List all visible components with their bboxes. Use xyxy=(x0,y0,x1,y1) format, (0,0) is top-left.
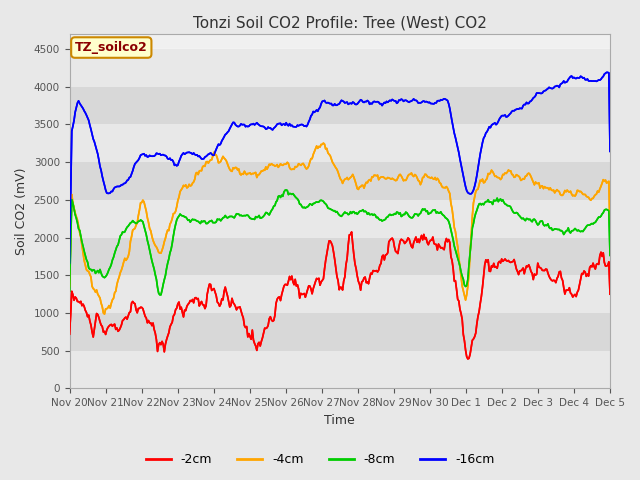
Bar xyxy=(70,49,610,87)
Title: Tonzi Soil CO2 Profile: Tree (West) CO2: Tonzi Soil CO2 Profile: Tree (West) CO2 xyxy=(193,15,486,30)
Bar xyxy=(70,238,610,275)
Bar xyxy=(70,162,610,200)
Y-axis label: Soil CO2 (mV): Soil CO2 (mV) xyxy=(15,168,28,255)
Bar xyxy=(70,350,610,388)
X-axis label: Time: Time xyxy=(324,414,355,427)
Bar xyxy=(70,313,610,350)
Bar xyxy=(70,124,610,162)
Bar xyxy=(70,275,610,313)
Bar xyxy=(70,200,610,238)
Bar xyxy=(70,87,610,124)
Legend: -2cm, -4cm, -8cm, -16cm: -2cm, -4cm, -8cm, -16cm xyxy=(141,448,499,471)
Text: TZ_soilco2: TZ_soilco2 xyxy=(75,41,148,54)
